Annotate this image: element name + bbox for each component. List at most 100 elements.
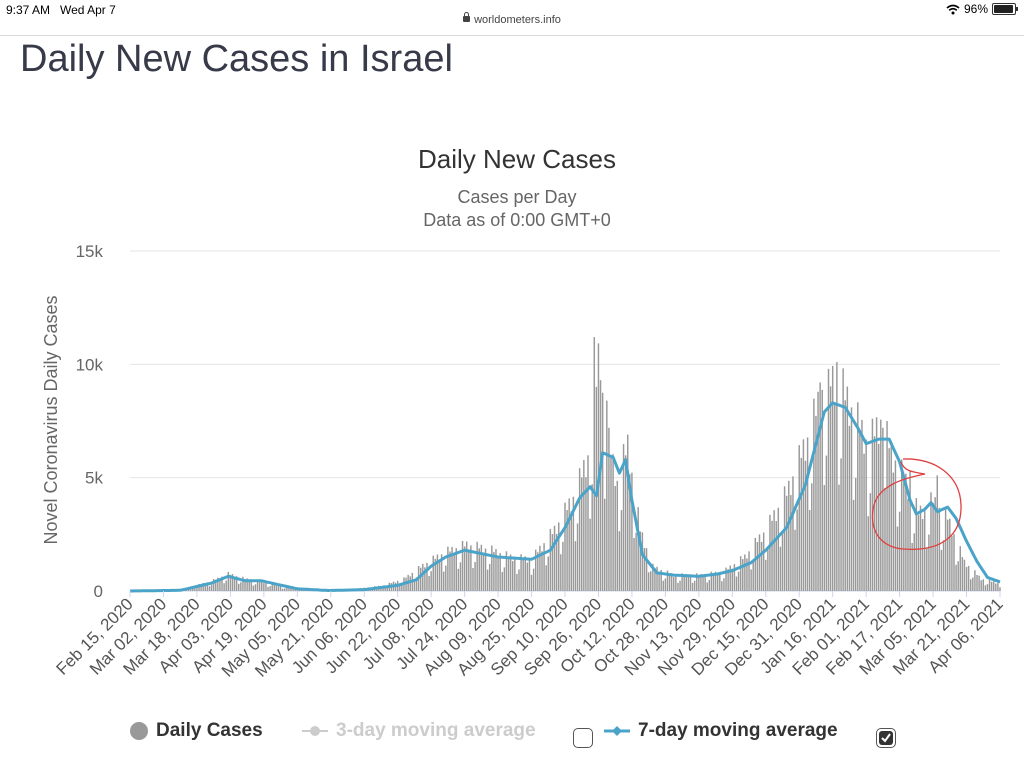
daily-bar xyxy=(689,575,692,591)
daily-bar xyxy=(225,580,227,591)
daily-bar xyxy=(426,562,428,591)
y-axis-label: Novel Coronavirus Daily Cases xyxy=(41,295,61,544)
battery-percent: 96% xyxy=(963,2,988,16)
daily-bar xyxy=(790,495,792,591)
daily-bar xyxy=(691,582,694,591)
daily-bar xyxy=(419,567,422,591)
daily-bar xyxy=(685,574,688,591)
legend-7day[interactable]: 7-day moving average xyxy=(604,720,838,742)
daily-bar xyxy=(737,571,740,591)
daily-bar xyxy=(537,552,539,591)
daily-bar xyxy=(882,427,884,591)
daily-bar xyxy=(587,455,589,591)
daily-bar xyxy=(733,564,736,591)
daily-bar xyxy=(627,434,629,591)
ma7-checkbox[interactable] xyxy=(876,728,896,748)
daily-bar xyxy=(539,545,541,591)
status-date: Wed Apr 7 xyxy=(60,3,116,17)
daily-bar xyxy=(215,579,217,591)
legend-daily-cases[interactable]: Daily Cases xyxy=(130,720,263,742)
daily-bar xyxy=(465,541,468,591)
daily-bar xyxy=(223,583,225,591)
daily-bar xyxy=(601,392,604,591)
daily-bar xyxy=(725,567,727,591)
daily-bar xyxy=(286,587,288,591)
daily-bar xyxy=(520,554,522,591)
ma3-checkbox[interactable] xyxy=(573,728,593,748)
daily-bar xyxy=(926,547,928,591)
daily-bar xyxy=(760,541,763,591)
daily-bar xyxy=(848,425,851,591)
daily-bar xyxy=(629,474,631,591)
daily-bar xyxy=(838,484,840,591)
daily-bar xyxy=(917,514,920,591)
daily-bar xyxy=(516,573,518,591)
daily-bar xyxy=(877,443,880,591)
daily-bar xyxy=(886,421,888,591)
daily-bar xyxy=(921,519,924,591)
daily-bar xyxy=(800,457,803,591)
daily-bar xyxy=(231,574,234,591)
daily-bar xyxy=(769,514,771,591)
daily-bar xyxy=(946,519,949,591)
daily-bar xyxy=(413,581,416,591)
daily-bar xyxy=(501,572,503,591)
daily-bar xyxy=(867,516,869,591)
daily-bar xyxy=(746,558,748,591)
legend-3day[interactable]: 3-day moving average xyxy=(302,720,536,742)
daily-bar xyxy=(384,587,386,591)
daily-bar xyxy=(967,565,970,591)
daily-bar xyxy=(647,572,650,591)
daily-bar xyxy=(869,493,872,591)
daily-bar xyxy=(622,444,625,591)
daily-bar xyxy=(794,529,796,591)
daily-bar xyxy=(499,553,501,591)
y-tick-label: 0 xyxy=(94,582,103,601)
daily-bar xyxy=(857,402,859,591)
daily-bar xyxy=(928,534,930,591)
daily-bar xyxy=(773,510,775,591)
daily-bar xyxy=(557,522,560,591)
daily-bar xyxy=(238,583,240,591)
daily-bar xyxy=(915,498,918,591)
daily-bar xyxy=(589,518,591,591)
daily-bar xyxy=(884,487,886,591)
daily-bar xyxy=(961,557,964,591)
daily-bar xyxy=(453,553,455,591)
daily-bar xyxy=(892,472,895,591)
daily-bar xyxy=(474,562,476,591)
daily-bar xyxy=(543,543,545,591)
daily-bar xyxy=(861,419,863,591)
daily-bar xyxy=(658,571,660,591)
daily-bar xyxy=(434,558,437,591)
daily-bar xyxy=(951,536,953,591)
daily-bar xyxy=(633,538,635,591)
daily-bar xyxy=(817,391,819,591)
daily-bar xyxy=(599,380,602,591)
daily-bar xyxy=(712,573,715,591)
daily-bar xyxy=(526,562,529,591)
daily-bar xyxy=(271,583,273,591)
daily-bar xyxy=(455,548,457,591)
daily-bar xyxy=(635,532,637,591)
daily-bar xyxy=(729,565,731,591)
daily-bar xyxy=(267,586,269,591)
daily-bar xyxy=(903,479,905,591)
daily-bar xyxy=(894,460,897,591)
daily-bar xyxy=(292,588,294,591)
wifi-icon xyxy=(946,4,960,14)
daily-bar xyxy=(219,579,221,591)
chart: Daily New Cases Cases per Day Data as of… xyxy=(41,144,1007,681)
daily-bar xyxy=(583,459,585,591)
daily-bar xyxy=(944,506,947,591)
daily-bar xyxy=(754,537,757,591)
daily-bar xyxy=(744,554,746,591)
url-bar[interactable]: worldometers.info xyxy=(0,12,1024,26)
daily-bar xyxy=(834,404,836,591)
daily-bar xyxy=(913,533,915,591)
daily-bar xyxy=(804,460,807,591)
legend-daily-label: Daily Cases xyxy=(156,720,263,741)
chart-subtitle-2: Data as of 0:00 GMT+0 xyxy=(423,210,611,230)
daily-bar xyxy=(522,559,524,591)
daily-bar xyxy=(681,573,683,591)
